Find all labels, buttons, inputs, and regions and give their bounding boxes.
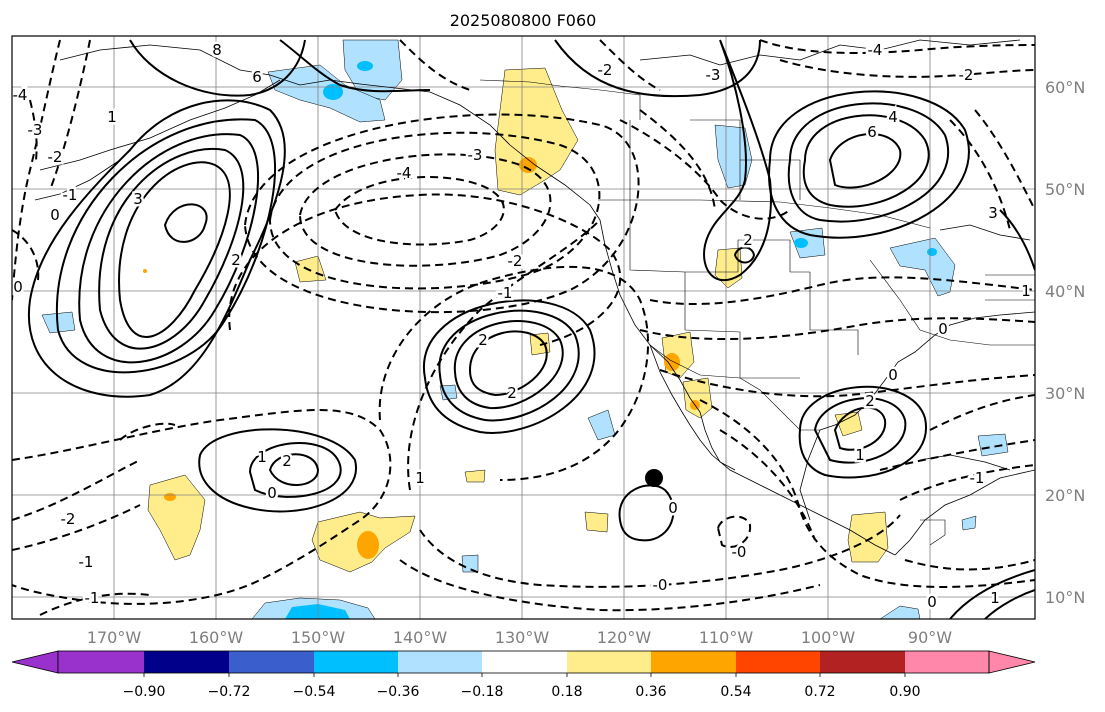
graticule bbox=[12, 36, 1035, 619]
colorbar-segment bbox=[567, 651, 651, 673]
contour-label: -2 bbox=[48, 148, 63, 166]
contour-label: 2 bbox=[231, 251, 241, 269]
contour-label: -2 bbox=[61, 510, 76, 528]
map-frame bbox=[11, 35, 1036, 620]
colorbar-segment bbox=[736, 651, 820, 673]
contour-label: -3 bbox=[706, 66, 721, 84]
contour-label: -3 bbox=[468, 146, 483, 164]
contour-label: 2 bbox=[743, 231, 753, 249]
map-area: 8 6 -4 -3 -2 -1 0 1 3 -4 -3 -2 2 -1 6 4 … bbox=[12, 36, 1035, 619]
lat-label: 20°N bbox=[1045, 486, 1085, 505]
contour-label: 1 bbox=[1021, 282, 1031, 300]
coastlines bbox=[34, 39, 1035, 556]
colorbar-segment bbox=[651, 651, 736, 673]
contour-label: -4 bbox=[868, 41, 883, 59]
contour-label: 0 bbox=[927, 593, 937, 611]
lat-label: 50°N bbox=[1045, 180, 1085, 199]
storm-center-marker bbox=[645, 469, 663, 487]
contour-label: 6 bbox=[867, 123, 877, 141]
lon-label: 90°W bbox=[908, 628, 952, 647]
lon-label: 110°W bbox=[699, 628, 754, 647]
colorbar-tick-label: −0.18 bbox=[461, 684, 504, 700]
contour-label: -2 bbox=[598, 61, 613, 79]
contour-label: -1 bbox=[63, 186, 78, 204]
latitude-labels: 60°N 50°N 40°N 30°N 20°N 10°N bbox=[1045, 78, 1085, 607]
lat-label: 60°N bbox=[1045, 78, 1085, 97]
colorbar-segment bbox=[229, 651, 314, 673]
map-title: 2025080800 F060 bbox=[450, 11, 597, 30]
colorbar-segment bbox=[905, 651, 989, 673]
contour-label: 0 bbox=[13, 278, 23, 296]
contour-label: -1 bbox=[79, 553, 94, 571]
colorbar-tick-label: −0.36 bbox=[377, 684, 420, 700]
positive-strong-shading bbox=[143, 157, 700, 559]
negative-strong-shading bbox=[285, 61, 937, 619]
contour-label: 6 bbox=[252, 68, 262, 86]
contour-label: -1 bbox=[970, 469, 985, 487]
contour-label: -4 bbox=[397, 164, 412, 182]
lon-label: 140°W bbox=[393, 628, 448, 647]
contour-label: 1 bbox=[855, 446, 865, 464]
contour-label: 0 bbox=[938, 320, 948, 338]
colorbar-tick-label: 0.36 bbox=[635, 684, 666, 700]
colorbar-extend-high bbox=[988, 650, 1036, 674]
contour-label: 0 bbox=[888, 366, 898, 384]
contour-label: 2 bbox=[282, 452, 292, 470]
colorbar-tick-label: −0.90 bbox=[123, 684, 166, 700]
longitude-labels: 170°W 160°W 150°W 140°W 130°W 120°W 110°… bbox=[87, 628, 952, 647]
negative-contours bbox=[12, 39, 1035, 616]
lon-label: 120°W bbox=[597, 628, 652, 647]
colorbar-segment bbox=[398, 651, 482, 673]
contour-label: 3 bbox=[988, 204, 998, 222]
contour-label: -0 bbox=[732, 543, 747, 561]
colorbar-tick-label: 0.72 bbox=[804, 684, 835, 700]
lon-label: 100°W bbox=[801, 628, 856, 647]
contour-label: 2 bbox=[865, 392, 875, 410]
contour-label: -0 bbox=[653, 576, 668, 594]
colorbar-tick-label: 0.54 bbox=[720, 684, 751, 700]
lat-label: 10°N bbox=[1045, 588, 1085, 607]
colorbar-segment bbox=[144, 651, 229, 673]
positive-contours bbox=[27, 39, 1035, 619]
colorbar-extend-low bbox=[11, 650, 59, 674]
colorbar-segment bbox=[820, 651, 905, 673]
lon-label: 130°W bbox=[495, 628, 550, 647]
contour-label: 2 bbox=[507, 384, 517, 402]
lon-label: 160°W bbox=[189, 628, 244, 647]
contour-label: 1 bbox=[990, 589, 1000, 607]
political-borders bbox=[479, 79, 1035, 546]
lon-label: 150°W bbox=[291, 628, 346, 647]
colorbar-segment bbox=[314, 651, 398, 673]
contour-label: -1 bbox=[498, 284, 513, 302]
contour-label: 0 bbox=[267, 484, 277, 502]
colorbar-tick-label: 0.90 bbox=[889, 684, 920, 700]
contour-label: 3 bbox=[133, 190, 143, 208]
lon-label: 170°W bbox=[87, 628, 142, 647]
contour-label: -2 bbox=[959, 66, 974, 84]
contour-label: 0 bbox=[668, 499, 678, 517]
contour-label: 0 bbox=[50, 206, 60, 224]
colorbar-tick-label: 0.18 bbox=[551, 684, 582, 700]
contour-label: 1 bbox=[257, 448, 267, 466]
lat-label: 40°N bbox=[1045, 282, 1085, 301]
contour-label: -1 bbox=[85, 589, 100, 607]
contour-label: -3 bbox=[28, 121, 43, 139]
colorbar: −0.90 −0.72 −0.54 −0.36 −0.18 0.18 0.36 … bbox=[11, 650, 1036, 700]
colorbar-segment bbox=[58, 651, 144, 673]
contour-label: 1 bbox=[107, 108, 117, 126]
colorbar-tick-label: −0.72 bbox=[208, 684, 251, 700]
contour-label: 4 bbox=[888, 108, 898, 126]
contour-label: 8 bbox=[212, 41, 222, 59]
contour-label: -4 bbox=[13, 86, 28, 104]
colorbar-tick-label: −0.54 bbox=[293, 684, 336, 700]
contour-label: 2 bbox=[478, 331, 488, 349]
contour-labels: 8 6 -4 -3 -2 -1 0 1 3 -4 -3 -2 2 -1 6 4 … bbox=[12, 39, 1033, 614]
lat-label: 30°N bbox=[1045, 384, 1085, 403]
contour-label: -2 bbox=[508, 252, 523, 270]
contour-label: 1 bbox=[415, 469, 425, 487]
colorbar-segment bbox=[482, 651, 567, 673]
